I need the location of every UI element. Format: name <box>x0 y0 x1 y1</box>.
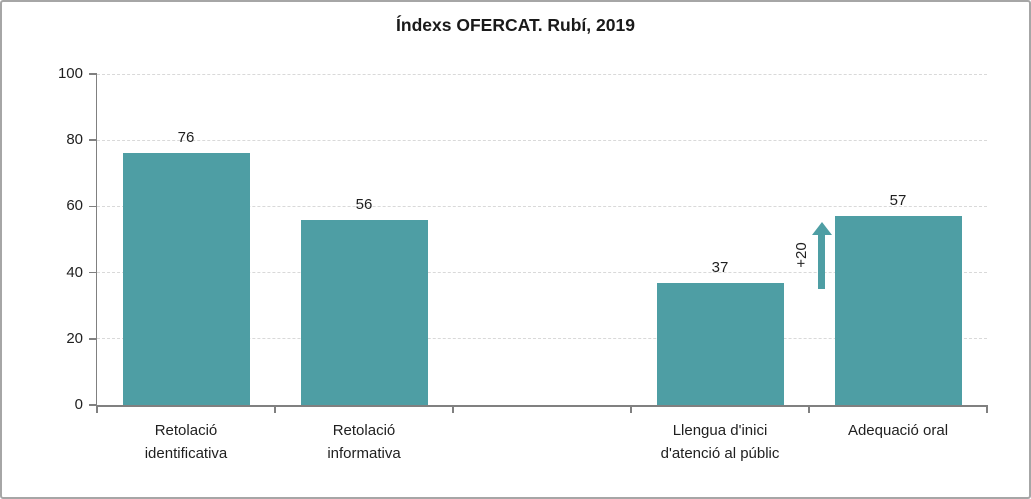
y-axis-tick <box>89 404 97 406</box>
y-axis-label: 100 <box>57 65 83 82</box>
x-axis-tick <box>96 405 98 413</box>
y-axis-tick <box>89 205 97 208</box>
y-axis-tick <box>89 271 97 274</box>
category-label: Adequació oral <box>813 419 983 442</box>
y-axis-tick <box>89 338 97 340</box>
bar-value-label: 57 <box>889 192 907 210</box>
category-label-line: informativa <box>327 445 401 462</box>
bar-value-label: 56 <box>355 195 373 213</box>
x-axis-line <box>95 405 987 407</box>
category-label-line: Llengua d'inici <box>672 422 768 439</box>
increase-arrow-shaft <box>818 234 825 289</box>
y-gridline <box>97 205 987 207</box>
bar <box>300 219 428 405</box>
category-label: Llengua d'inici d'atenció al públic <box>635 419 805 465</box>
y-axis-label: 0 <box>74 396 83 413</box>
y-axis-tick <box>89 73 97 75</box>
y-axis-label: 80 <box>66 131 83 149</box>
category-label-line: d'atenció al públic <box>660 445 780 462</box>
y-axis-label: 40 <box>66 263 83 281</box>
y-axis-line <box>95 74 97 405</box>
bar <box>656 282 784 405</box>
annotation-label: +20 <box>792 242 810 269</box>
category-label-line: identificativa <box>144 445 228 462</box>
chart-title: Índexs OFERCAT. Rubí, 2019 <box>396 15 635 35</box>
x-axis-tick <box>274 405 276 413</box>
y-gridline <box>97 73 987 75</box>
y-gridline <box>97 272 987 274</box>
bar <box>122 153 250 405</box>
y-axis-label: 60 <box>66 197 83 215</box>
category-label-line: Retolació <box>332 422 396 439</box>
bar-value-label: 76 <box>177 129 195 147</box>
bar-value-label: 37 <box>711 258 729 276</box>
y-gridline <box>97 338 987 340</box>
x-axis-tick <box>630 405 632 413</box>
y-axis-tick <box>89 139 97 141</box>
x-axis-tick <box>452 405 454 413</box>
x-axis-tick <box>986 405 988 413</box>
bar <box>834 216 962 405</box>
increase-arrow-icon <box>811 222 832 236</box>
y-axis-label: 20 <box>66 329 83 347</box>
category-label: Retolació identificativa <box>101 419 271 465</box>
category-label-line: Retolació <box>154 422 218 439</box>
category-label: Retolació informativa <box>279 419 449 465</box>
y-gridline <box>97 139 987 141</box>
x-axis-tick <box>808 405 810 413</box>
category-label-line: Adequació oral <box>847 422 949 439</box>
